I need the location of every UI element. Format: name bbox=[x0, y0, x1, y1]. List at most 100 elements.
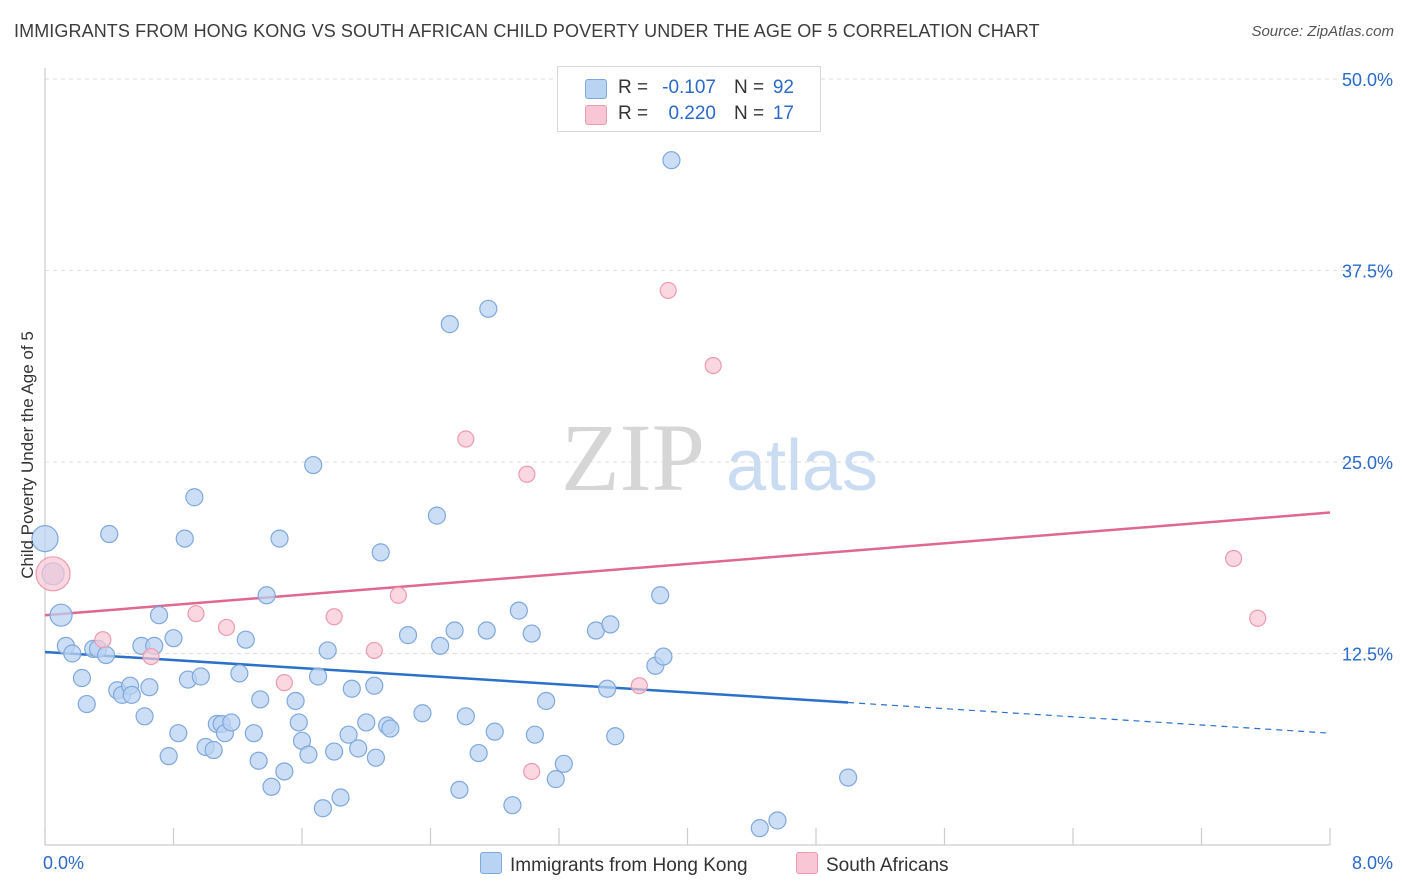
stats-box: R = -0.107 N = 92 R = 0.220 N = 17 bbox=[557, 66, 821, 132]
data-point-blue bbox=[522, 624, 541, 643]
data-point-blue bbox=[357, 713, 376, 732]
data-point-blue bbox=[299, 745, 318, 764]
data-point-blue bbox=[77, 694, 96, 714]
watermark-zip: ZIP bbox=[561, 404, 705, 511]
data-point-pink bbox=[35, 556, 71, 592]
data-point-blue bbox=[270, 529, 289, 548]
data-point-blue bbox=[313, 799, 332, 818]
y-tick-label: 25.0% bbox=[1342, 453, 1393, 473]
data-point-blue bbox=[275, 762, 294, 781]
data-point-blue bbox=[477, 621, 496, 640]
data-point-blue bbox=[601, 615, 620, 634]
data-point-blue bbox=[257, 586, 276, 605]
data-point-blue bbox=[537, 691, 556, 711]
data-point-pink bbox=[1249, 609, 1267, 627]
data-point-pink bbox=[365, 641, 383, 660]
data-point-blue bbox=[244, 724, 263, 743]
legend-swatch-pink bbox=[796, 852, 818, 874]
tick-labels: 12.5% 25.0% 37.5% 50.0% 0.0% 8.0% bbox=[43, 70, 1393, 873]
data-point-pink bbox=[518, 465, 536, 483]
data-point-blue bbox=[485, 722, 504, 741]
stats-row-blue: R = -0.107 N = 92 bbox=[558, 76, 820, 100]
stats-n-label: N = bbox=[734, 77, 765, 98]
stats-n-value: 92 bbox=[772, 77, 794, 98]
data-point-blue bbox=[318, 641, 337, 660]
data-point-blue bbox=[479, 299, 498, 318]
data-point-blue bbox=[204, 740, 223, 760]
data-point-pink bbox=[523, 762, 541, 781]
data-point-blue bbox=[440, 315, 459, 334]
y-tick-label: 12.5% bbox=[1342, 645, 1393, 665]
chart-title: IMMIGRANTS FROM HONG KONG VS SOUTH AFRIC… bbox=[14, 21, 1040, 41]
data-point-blue bbox=[654, 647, 673, 666]
data-point-blue bbox=[398, 626, 418, 645]
data-point-blue bbox=[222, 713, 241, 732]
data-point-blue bbox=[366, 748, 385, 767]
data-point-blue bbox=[72, 668, 92, 688]
data-point-pink bbox=[457, 430, 475, 448]
data-point-blue bbox=[546, 770, 565, 789]
data-point-pink bbox=[1225, 549, 1243, 568]
source-label: Source: ZipAtlas.com bbox=[1251, 23, 1394, 40]
data-point-blue bbox=[308, 667, 328, 686]
data-point-blue bbox=[427, 506, 447, 525]
data-point-blue bbox=[839, 768, 858, 787]
stats-row-pink: R = 0.220 N = 17 bbox=[558, 102, 820, 126]
data-point-blue bbox=[149, 606, 169, 625]
data-point-blue bbox=[456, 707, 475, 726]
data-point-blue bbox=[251, 690, 270, 709]
stats-r-label: R = bbox=[618, 103, 649, 124]
stats-r-value: 0.220 bbox=[668, 103, 716, 124]
data-point-blue bbox=[413, 704, 432, 723]
data-point-pink bbox=[142, 647, 160, 666]
data-point-blue bbox=[750, 819, 769, 838]
data-point-blue bbox=[509, 601, 528, 620]
x-tick-label: 8.0% bbox=[1352, 853, 1393, 873]
trendline-pink bbox=[44, 511, 1331, 617]
data-point-blue bbox=[249, 751, 268, 770]
data-point-blue bbox=[140, 678, 159, 697]
data-point-pink bbox=[659, 281, 677, 300]
data-point-blue bbox=[31, 524, 59, 553]
legend-item-blue[interactable]: Immigrants from Hong Kong bbox=[480, 852, 748, 877]
data-point-blue bbox=[304, 455, 323, 475]
data-point-pink bbox=[704, 356, 722, 375]
legend-label-blue: Immigrants from Hong Kong bbox=[510, 855, 748, 876]
data-point-pink bbox=[187, 605, 205, 623]
data-point-blue bbox=[450, 780, 469, 799]
data-point-blue bbox=[349, 739, 368, 758]
data-point-pink bbox=[630, 677, 648, 695]
x-tick-label: 0.0% bbox=[43, 853, 84, 873]
trendlines bbox=[44, 511, 1331, 734]
points-blue bbox=[31, 151, 858, 838]
stats-n-value: 17 bbox=[772, 103, 794, 124]
data-point-blue bbox=[185, 488, 204, 507]
data-point-blue bbox=[598, 679, 617, 698]
data-point-blue bbox=[135, 707, 154, 726]
data-point-blue bbox=[262, 777, 281, 796]
data-point-blue bbox=[96, 645, 116, 665]
data-point-blue bbox=[286, 691, 305, 711]
data-point-blue bbox=[289, 713, 308, 732]
data-point-pink bbox=[389, 586, 407, 604]
legend-item-pink[interactable]: South Africans bbox=[796, 852, 949, 877]
stats-n-label: N = bbox=[734, 103, 765, 124]
legend-label-pink: South Africans bbox=[826, 855, 949, 876]
data-point-blue bbox=[339, 725, 358, 744]
stats-swatch-pink bbox=[585, 105, 607, 125]
data-point-blue bbox=[662, 151, 681, 170]
data-point-blue bbox=[63, 644, 82, 663]
points-pink bbox=[35, 281, 1267, 781]
data-point-pink bbox=[325, 608, 343, 626]
data-point-blue bbox=[100, 524, 119, 544]
data-point-blue bbox=[525, 725, 545, 744]
data-point-blue bbox=[431, 636, 450, 655]
data-point-blue bbox=[49, 603, 73, 627]
y-tick-label: 37.5% bbox=[1342, 262, 1393, 282]
data-point-pink bbox=[275, 674, 293, 692]
legend: Immigrants from Hong Kong South Africans bbox=[0, 852, 1406, 878]
data-point-blue bbox=[169, 724, 188, 743]
data-point-pink bbox=[94, 631, 112, 649]
stats-r-value: -0.107 bbox=[662, 77, 716, 98]
